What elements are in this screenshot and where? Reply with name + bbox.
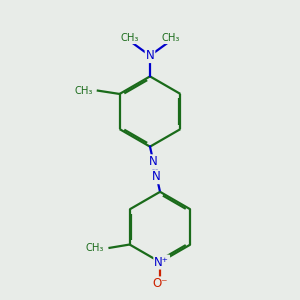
Text: CH₃: CH₃	[120, 33, 138, 43]
Text: CH₃: CH₃	[74, 85, 93, 96]
Text: CH₃: CH₃	[162, 33, 180, 43]
Text: N⁺: N⁺	[154, 256, 169, 268]
Text: N: N	[152, 170, 161, 183]
Text: N: N	[149, 155, 158, 168]
Text: N: N	[146, 49, 154, 62]
Text: CH₃: CH₃	[85, 243, 103, 253]
Text: O⁻: O⁻	[152, 277, 168, 290]
